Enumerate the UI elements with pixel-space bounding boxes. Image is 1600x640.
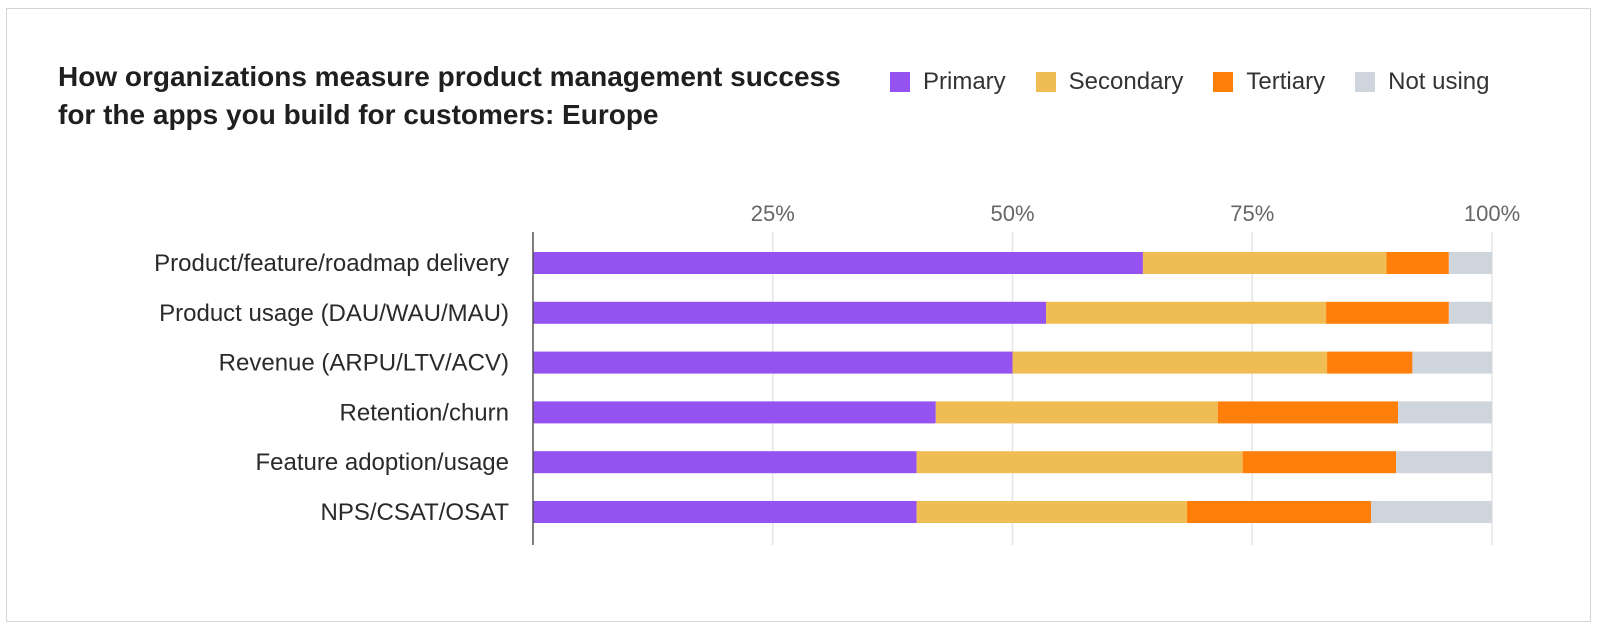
bar-segment-secondary xyxy=(1142,252,1387,274)
legend: Primary Secondary Tertiary Not using xyxy=(890,68,1520,96)
x-tick-label: 50% xyxy=(990,201,1034,226)
bar-segment-primary xyxy=(533,301,1047,324)
legend-swatch-secondary xyxy=(1035,72,1056,92)
chart-title: How organizations measure product manage… xyxy=(58,61,841,130)
bar-segment-not-using xyxy=(1448,301,1492,324)
category-label: Feature adoption/usage xyxy=(255,449,509,476)
bar-segment-tertiary xyxy=(1187,501,1372,523)
x-tick-label: 100% xyxy=(1464,201,1520,226)
legend-item-not-using: Not using xyxy=(1355,68,1490,96)
bar-segment-tertiary xyxy=(1386,252,1449,274)
category-label: Revenue (ARPU/LTV/ACV) xyxy=(219,350,509,377)
legend-swatch-primary xyxy=(890,72,910,92)
legend-label-tertiary: Tertiary xyxy=(1246,68,1326,95)
bar-segment-primary xyxy=(533,252,1143,274)
x-tick-label: 75% xyxy=(1230,201,1274,226)
legend-item-secondary: Secondary xyxy=(1035,68,1184,96)
bar-segment-not-using xyxy=(1371,501,1492,523)
category-label: NPS/CSAT/OSAT xyxy=(321,499,510,526)
legend-label-secondary: Secondary xyxy=(1068,68,1184,95)
bar-segment-secondary xyxy=(1012,351,1328,374)
category-label: Product usage (DAU/WAU/MAU) xyxy=(159,300,509,327)
bar-segment-primary xyxy=(533,451,917,474)
legend-label-primary: Primary xyxy=(923,68,1006,95)
bar-segment-primary xyxy=(533,401,936,424)
legend-swatch-tertiary xyxy=(1213,72,1234,92)
legend-label-not-using: Not using xyxy=(1388,68,1490,95)
category-label: Retention/churn xyxy=(340,399,509,426)
legend-item-tertiary: Tertiary xyxy=(1213,68,1325,96)
legend-swatch-not-using xyxy=(1355,72,1376,92)
bar-segment-primary xyxy=(533,501,917,523)
bar-segment-secondary xyxy=(916,501,1188,523)
legend-item-primary: Primary xyxy=(890,68,1006,96)
bar-segment-tertiary xyxy=(1242,451,1397,474)
category-label: Product/feature/roadmap delivery xyxy=(154,250,509,277)
bar-segment-not-using xyxy=(1448,252,1492,274)
bar-segment-tertiary xyxy=(1326,301,1449,324)
x-tick-label: 25% xyxy=(751,201,795,226)
bar-segment-primary xyxy=(533,351,1013,374)
bar-segment-not-using xyxy=(1412,351,1492,374)
bar-segment-not-using xyxy=(1396,451,1492,474)
bar-segment-tertiary xyxy=(1217,401,1399,424)
bar-segment-secondary xyxy=(935,401,1218,424)
bar-segment-tertiary xyxy=(1327,351,1413,374)
bar-segment-secondary xyxy=(916,451,1243,474)
bar-segment-not-using xyxy=(1398,401,1492,424)
bar-segment-secondary xyxy=(1046,301,1327,324)
